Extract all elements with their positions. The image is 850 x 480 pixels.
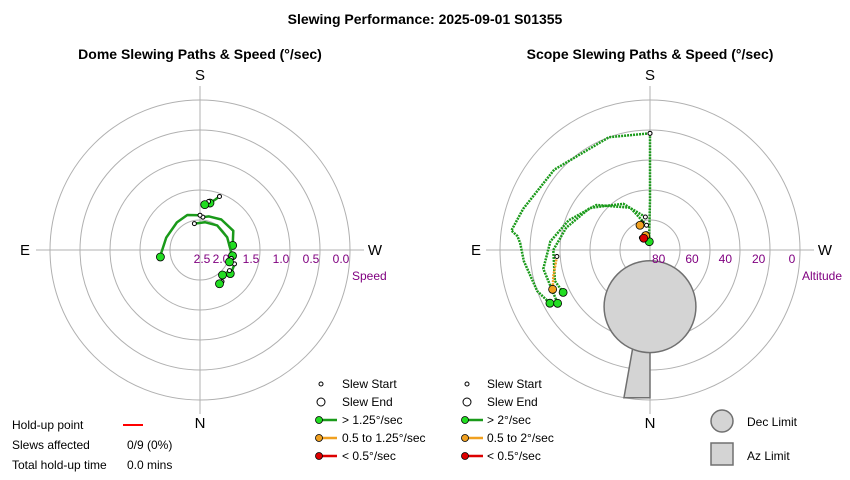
scope-radial-tick: 0 — [789, 252, 796, 266]
dome-legend-start: Slew Start — [342, 377, 397, 391]
dome-legend-slow-marker — [315, 452, 323, 460]
scope-legend: Slew Start Slew End > 2°/sec 0.5 to 2°/s… — [461, 377, 798, 466]
dome-slew-end — [215, 279, 224, 289]
figure-title: Slewing Performance: 2025-09-01 S01355 — [288, 11, 563, 27]
dec-limit-legend: Dec Limit — [747, 415, 798, 429]
scope-radial-tick: 60 — [685, 252, 699, 266]
dome-slew-start — [216, 193, 222, 199]
dome-legend-end: Slew End — [342, 395, 393, 409]
scope-legend-end: Slew End — [487, 395, 538, 409]
scope-legend-start-marker — [464, 381, 470, 387]
holdup-point-label: Hold-up point — [12, 418, 84, 432]
az-limit-legend-marker — [710, 442, 734, 466]
scope-radial-tick: 20 — [752, 252, 766, 266]
dome-slew-end — [218, 270, 227, 280]
dome-chart-title: Dome Slewing Paths & Speed (°/sec) — [78, 46, 322, 62]
dome-legend-fast-marker — [315, 416, 323, 424]
dome-legend: Slew Start Slew End > 1.25°/sec 0.5 to 1… — [315, 377, 426, 463]
scope-legend-slow: < 0.5°/sec — [487, 449, 541, 463]
dome-legend-slow: < 0.5°/sec — [342, 449, 396, 463]
scope-cardinal-left: E — [471, 242, 481, 259]
scope-legend-end-marker — [462, 397, 472, 407]
scope-legend-slow-marker — [461, 452, 469, 460]
dome-radial-label: Speed — [352, 269, 387, 283]
dome-legend-fast: > 1.25°/sec — [342, 413, 403, 427]
dome-radial-tick: 1.0 — [273, 252, 290, 266]
dome-grid — [36, 86, 364, 414]
holdup-time-label: Total hold-up time — [12, 458, 107, 472]
scope-slew-start — [554, 254, 560, 260]
holdup-slews-value: 0/9 (0%) — [127, 438, 172, 452]
scope-legend-medium: 0.5 to 2°/sec — [487, 431, 554, 445]
scope-chart-title: Scope Slewing Paths & Speed (°/sec) — [527, 46, 774, 62]
dec-limit-region — [603, 260, 697, 354]
dome-slew-end — [225, 257, 234, 267]
holdup-info: Hold-up point Slews affected 0/9 (0%) To… — [12, 418, 172, 472]
dome-cardinal-bottom: N — [195, 415, 206, 432]
scope-slew-path — [551, 256, 559, 290]
dome-slew-end — [156, 252, 165, 262]
scope-radial-label: Altitude — [802, 269, 842, 283]
dome-radial-tick: 0.5 — [303, 252, 320, 266]
scope-cardinal-right: W — [818, 242, 833, 259]
dome-slew-start — [191, 221, 197, 227]
scope-slew-end — [553, 298, 563, 308]
az-limit-legend: Az Limit — [747, 449, 790, 463]
dome-radial-ticks: 2.5 2.0 1.5 1.0 0.5 0.0 — [194, 252, 350, 266]
dome-slew-start — [197, 212, 203, 218]
dome-slew-end — [200, 200, 210, 210]
dome-cardinal-right: W — [368, 242, 383, 259]
dome-legend-medium-marker — [315, 434, 323, 442]
scope-slew-path — [552, 202, 647, 294]
scope-limits — [603, 260, 697, 399]
scope-slew-path — [510, 132, 651, 305]
dome-slew-paths — [156, 193, 238, 289]
scope-slew-start — [644, 222, 650, 228]
scope-radial-tick: 40 — [719, 252, 733, 266]
scope-radial-tick: 80 — [652, 252, 666, 266]
dome-chart: Dome Slewing Paths & Speed (°/sec) S N E… — [20, 46, 387, 432]
scope-slew-end — [558, 287, 568, 297]
scope-slew-end — [548, 284, 558, 294]
scope-legend-start: Slew Start — [487, 377, 542, 391]
dome-radial-tick: 0.0 — [333, 252, 350, 266]
dome-slew-path — [202, 215, 235, 246]
scope-slew-end — [635, 220, 645, 230]
dome-slew-path — [194, 220, 234, 257]
scope-chart: Scope Slewing Paths & Speed (°/sec) S N … — [471, 46, 842, 432]
dome-cardinal-left: E — [20, 242, 30, 259]
holdup-slews-label: Slews affected — [12, 438, 90, 452]
holdup-time-value: 0.0 mins — [127, 458, 172, 472]
dome-radial-tick: 1.5 — [243, 252, 260, 266]
scope-legend-fast: > 2°/sec — [487, 413, 531, 427]
scope-cardinal-bottom: N — [645, 415, 656, 432]
scope-legend-medium-marker — [461, 434, 469, 442]
scope-slew-start — [642, 214, 648, 220]
scope-slew-end — [545, 298, 555, 308]
scope-radial-ticks: 80 60 40 20 0 — [652, 252, 796, 266]
scope-legend-fast-marker — [461, 416, 469, 424]
scope-slew-paths — [510, 130, 654, 308]
dome-radial-tick: 2.5 — [194, 252, 211, 266]
dome-legend-start-marker — [318, 381, 324, 387]
scope-cardinal-top: S — [645, 67, 655, 84]
dome-cardinal-top: S — [195, 67, 205, 84]
dome-slew-start — [226, 268, 232, 274]
dome-legend-end-marker — [316, 397, 326, 407]
dec-limit-legend-marker — [710, 409, 734, 433]
dome-legend-medium: 0.5 to 1.25°/sec — [342, 431, 426, 445]
scope-slew-end — [639, 233, 649, 243]
scope-slew-path — [542, 203, 648, 304]
scope-slew-start — [647, 130, 653, 136]
